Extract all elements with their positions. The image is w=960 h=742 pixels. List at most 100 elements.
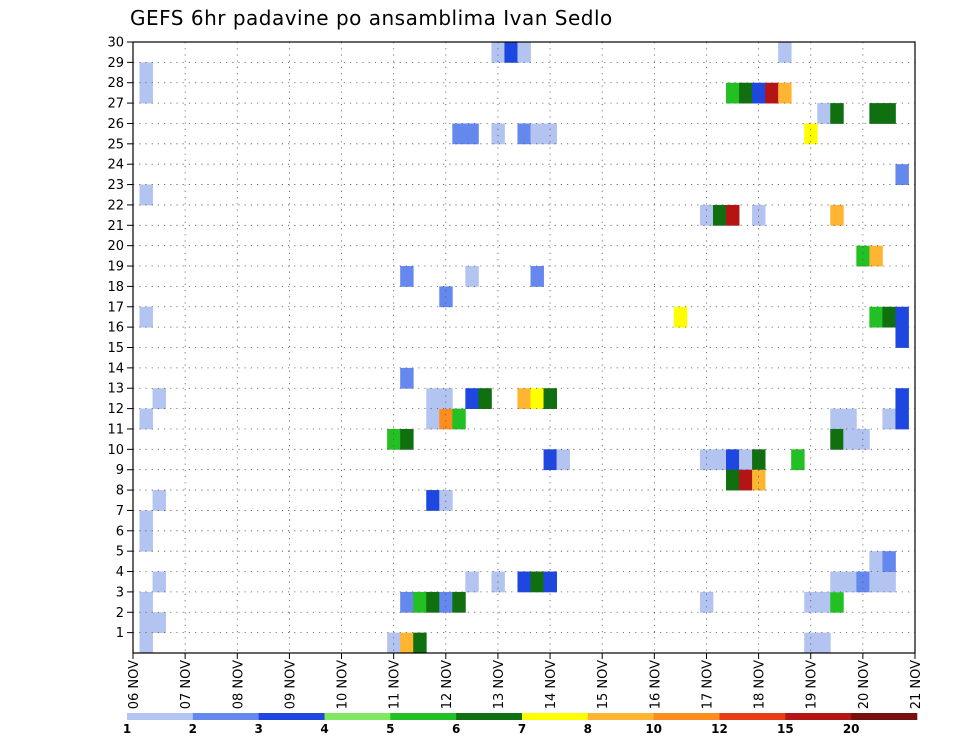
heatmap-cell [139,82,153,104]
y-tick-label: 30 [107,36,124,51]
heatmap-cell [869,551,883,572]
heatmap-cell [465,571,479,593]
colorbar-label: 20 [843,722,860,736]
heatmap-cell [152,490,166,511]
heatmap-cell [830,103,844,124]
heatmap-cell [817,591,831,613]
heatmap-cell [699,591,714,613]
x-tick-label: 21 NOV [909,660,924,709]
heatmap-cell [400,266,414,287]
heatmap-cell [739,82,753,104]
heatmap-cell [778,82,792,104]
heatmap-cell [517,388,531,409]
heatmap-cell [439,490,453,511]
heatmap-cell [139,612,153,634]
heatmap-cell [152,612,166,634]
heatmap-cell [478,388,492,409]
x-tick-label: 08 NOV [231,660,246,709]
y-tick-label: 9 [116,463,124,478]
heatmap-cell [139,306,153,328]
x-tick-label: 18 NOV [753,660,768,709]
y-tick-label: 6 [116,524,124,539]
heatmap-cell [869,306,883,328]
heatmap-cell [465,388,479,409]
colorbar-label: 3 [254,722,262,736]
y-tick-label: 26 [107,117,124,132]
colorbar-label: 4 [320,722,328,736]
heatmap-cell [400,632,414,653]
heatmap-cell [752,204,766,226]
heatmap-cell [843,571,857,593]
colorbar-swatch [127,713,194,720]
x-tick-label: 16 NOV [648,660,663,709]
heatmap-cell [843,428,857,450]
heatmap-cell [491,42,505,63]
colorbar-swatch [456,713,523,720]
x-tick-label: 20 NOV [857,660,872,709]
colorbar-label: 7 [518,722,526,736]
x-tick-label: 09 NOV [283,660,298,709]
heatmap-cell [752,449,766,471]
heatmap-cell [830,571,844,593]
heatmap-cell [504,42,518,63]
heatmap-cell [817,103,831,124]
heatmap-cell [699,449,714,471]
x-tick-label: 06 NOV [127,660,142,709]
y-tick-label: 18 [107,280,124,295]
colorbar-label: 1 [123,722,131,736]
heatmap-cell [895,327,909,348]
heatmap-cell [739,469,753,491]
heatmap-cell [882,571,896,593]
heatmap-cell [895,164,909,185]
y-tick-label: 23 [107,178,124,193]
chart-title: GEFS 6hr padavine po ansamblima Ivan Sed… [130,6,613,30]
heatmap-cell [543,388,557,409]
y-tick-label: 19 [107,260,124,275]
heatmap-cell [426,591,440,613]
heatmap-cell [804,632,818,653]
heatmap-cell [139,184,153,206]
x-tick-label: 19 NOV [805,660,820,709]
y-tick-label: 22 [107,198,124,213]
y-tick-label: 29 [107,56,124,71]
heatmap-cell [139,530,153,552]
heatmap-cell [843,408,857,430]
y-tick-label: 28 [107,76,124,91]
heatmap-cell [491,123,505,145]
y-tick-label: 16 [107,321,124,336]
heatmap-cell [895,408,909,430]
heatmap-cell [895,306,909,328]
heatmap-cell [843,653,856,674]
heatmap-cell [413,591,427,613]
heatmap-cell [869,571,883,593]
y-tick-label: 11 [107,422,124,437]
colorbar-label: 2 [189,722,197,736]
y-tick-label: 12 [107,402,124,417]
heatmap-cell [699,204,714,226]
colorbar-swatch [851,713,918,720]
colorbar-swatch [587,713,654,720]
x-tick-label: 15 NOV [596,660,611,709]
heatmap-cell [804,123,818,145]
colorbar-swatch [653,713,720,720]
heatmap-cell [426,490,440,511]
heatmap-cell [739,449,753,471]
heatmap-cell [882,306,896,328]
heatmap-cell [465,266,479,287]
heatmap-cell [752,469,766,491]
heatmap-cell [856,245,870,267]
heatmap-cell [752,82,766,104]
heatmap-cell [882,408,896,430]
heatmap-cell [712,204,727,226]
x-tick-label: 14 NOV [544,660,559,709]
y-tick-label: 17 [107,300,124,315]
heatmap-cell [400,367,414,389]
heatmap-cell [530,266,544,287]
y-tick-label: 4 [116,565,124,580]
heatmap-cell [869,245,883,267]
heatmap-cell [882,103,896,124]
heatmap-cell [869,103,883,124]
heatmap-cell [530,123,544,145]
x-tick-label: 07 NOV [179,660,194,709]
